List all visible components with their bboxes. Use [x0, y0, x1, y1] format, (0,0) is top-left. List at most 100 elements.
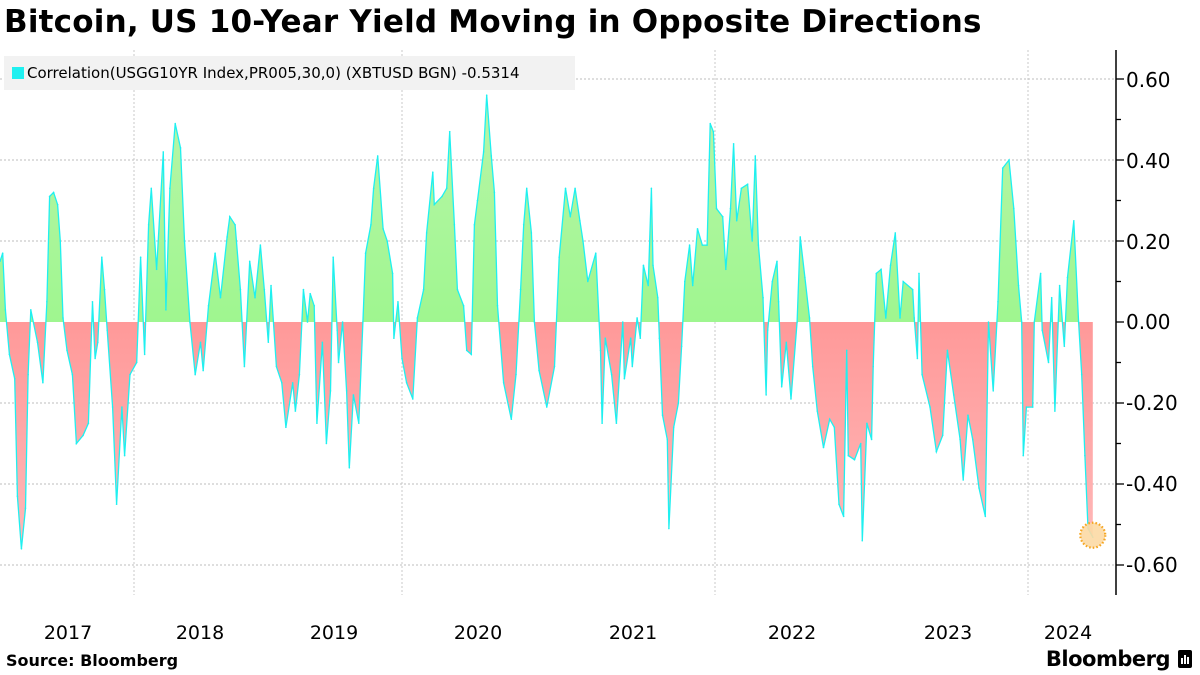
data-point — [129, 373, 131, 376]
data-point — [765, 394, 767, 396]
data-point — [362, 321, 364, 323]
data-point — [631, 365, 634, 368]
data-point — [162, 151, 165, 153]
data-point — [866, 422, 868, 425]
data-point — [174, 122, 177, 125]
data-point — [91, 300, 94, 303]
data-point — [147, 224, 150, 226]
data-point — [62, 317, 64, 319]
data-point — [859, 442, 862, 445]
x-tick-label: 2020 — [453, 622, 503, 644]
data-point — [599, 349, 602, 352]
data-point — [1025, 406, 1028, 408]
data-point — [345, 390, 348, 392]
data-point — [941, 434, 944, 437]
data-points — [0, 94, 1094, 550]
data-point — [735, 219, 738, 222]
data-point — [214, 252, 216, 254]
data-point — [1031, 406, 1034, 408]
data-point — [522, 224, 525, 226]
data-point — [179, 147, 182, 149]
data-point — [740, 187, 743, 190]
data-point — [8, 353, 11, 356]
data-point — [470, 353, 473, 356]
data-point — [715, 207, 718, 210]
data-point — [1050, 296, 1053, 299]
data-point — [202, 369, 204, 372]
data-point — [971, 438, 974, 441]
data-point — [263, 288, 266, 291]
data-point — [16, 495, 19, 497]
data-point — [652, 264, 654, 267]
data-point — [155, 268, 158, 271]
data-point — [372, 187, 375, 190]
source-note: Source: Bloomberg — [6, 651, 179, 670]
data-point — [946, 349, 949, 352]
data-point — [771, 280, 774, 283]
data-point — [139, 256, 142, 259]
data-point — [239, 288, 242, 291]
x-tick-label: 2021 — [608, 622, 658, 644]
data-point — [604, 337, 607, 340]
data-point — [135, 361, 138, 364]
data-point — [811, 365, 814, 368]
x-tick-label: 2019 — [309, 622, 359, 644]
data-point — [165, 309, 167, 311]
data-point — [1039, 272, 1042, 275]
data-point — [490, 155, 493, 157]
data-point — [952, 394, 955, 396]
data-point — [207, 305, 210, 307]
data-point — [776, 260, 778, 263]
data-point — [997, 300, 999, 303]
data-point — [302, 288, 305, 291]
data-point — [615, 422, 618, 425]
data-point — [1020, 321, 1023, 323]
data-point — [456, 288, 459, 291]
data-point — [911, 288, 914, 291]
data-point — [82, 434, 84, 437]
data-point — [422, 288, 425, 291]
last-value-highlight — [1079, 521, 1107, 549]
data-point — [790, 398, 792, 400]
data-point — [48, 195, 51, 198]
data-point — [401, 357, 403, 360]
data-point — [519, 288, 522, 291]
data-point — [1001, 167, 1004, 169]
data-point — [913, 317, 916, 319]
data-point — [762, 296, 764, 299]
data-point — [476, 199, 479, 202]
data-point — [94, 357, 96, 360]
data-point — [332, 256, 334, 259]
data-point — [493, 191, 496, 194]
data-point — [680, 345, 683, 348]
data-point — [432, 171, 434, 173]
data-point — [27, 373, 29, 376]
data-point — [101, 256, 103, 259]
data-point — [545, 406, 548, 408]
data-point — [291, 381, 294, 384]
data-point — [525, 187, 528, 190]
data-point — [106, 329, 108, 331]
legend-swatch — [12, 67, 24, 79]
data-point — [601, 422, 603, 425]
data-point — [270, 284, 272, 287]
chart-title: Bitcoin, US 10-Year Yield Moving in Oppo… — [4, 4, 982, 40]
data-point — [533, 321, 536, 323]
data-point — [902, 280, 904, 283]
data-point — [1054, 410, 1056, 412]
data-point — [358, 422, 360, 425]
legend-label: Correlation(USGG10YR Index,PR005,30,0) (… — [27, 64, 520, 82]
data-point — [847, 454, 850, 457]
data-point — [838, 503, 840, 506]
data-point — [405, 381, 408, 384]
data-point — [298, 373, 301, 376]
data-point — [441, 195, 443, 198]
data-point — [639, 337, 642, 340]
data-point — [294, 410, 297, 412]
data-point — [370, 224, 372, 226]
data-point — [650, 187, 653, 190]
bloomberg-logo: Bloomberg — [1046, 647, 1192, 671]
data-point — [696, 228, 699, 230]
data-point — [962, 479, 965, 481]
